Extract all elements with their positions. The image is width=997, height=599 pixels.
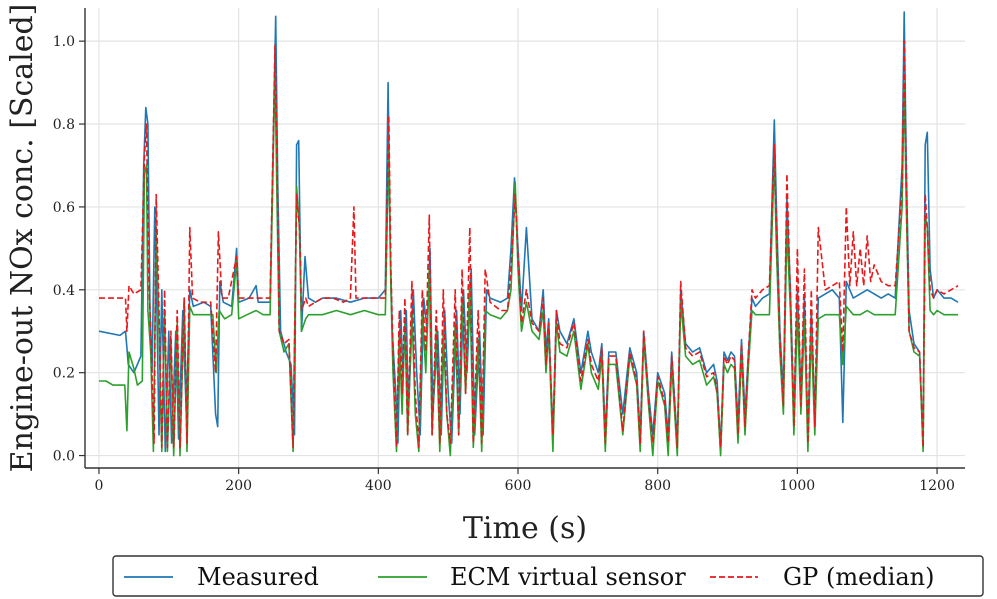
legend: Measured ECM virtual sensor GP (median) (112, 555, 984, 597)
y-tick-label: 0.2 (53, 366, 75, 382)
axes (79, 8, 965, 474)
series-layer (98, 11, 959, 457)
legend-label-1: ECM virtual sensor (450, 563, 686, 591)
grid-lines (85, 8, 965, 468)
legend-label-2: GP (median) (783, 563, 934, 591)
x-tick-label: 200 (225, 478, 252, 494)
y-tick-label: 0.6 (53, 200, 75, 216)
series-line-2 (99, 40, 959, 449)
x-tick-label: 1000 (780, 478, 816, 494)
y-tick-label: 1.0 (53, 34, 75, 50)
y-tick-label: 0.4 (53, 283, 75, 299)
x-tick-label: 800 (644, 478, 671, 494)
tick-labels: 0 200 400 600 800 1000 1200 0.0 0.2 0.4 0.6 0.8 1.0 (53, 34, 955, 494)
x-tick-label: 400 (365, 478, 392, 494)
y-tick-label: 0.0 (53, 449, 75, 465)
x-axis-label: Time (s) (463, 511, 587, 546)
legend-label-0: Measured (197, 563, 319, 591)
x-tick-label: 600 (505, 478, 532, 494)
legend-frame (112, 555, 984, 597)
y-tick-label: 0.8 (53, 117, 75, 133)
x-tick-label: 1200 (919, 478, 955, 494)
x-tick-label: 0 (95, 478, 104, 494)
series-line-0 (98, 11, 959, 453)
y-axis-label: Engine-out NOx conc. [Scaled] (5, 4, 40, 473)
series-line-1 (99, 69, 958, 457)
